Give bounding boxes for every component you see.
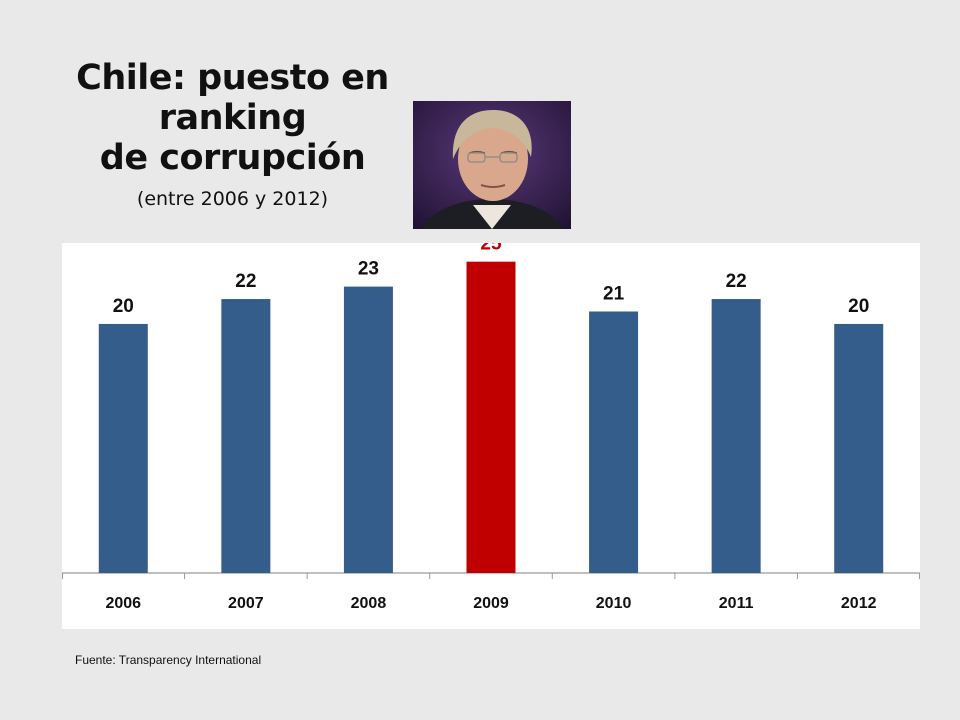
x-tick-label-2008: 2008 [351, 595, 387, 612]
chart-subtitle: (entre 2006 y 2012) [136, 188, 329, 210]
x-tick-label-2012: 2012 [841, 595, 877, 612]
title-line-3: de corrupción [99, 138, 366, 178]
bar-chart: 20 2006 22 2007 23 2008 25 2009 21 2010 22 2011 20 20… [62, 243, 920, 612]
data-label-2007: 22 [235, 271, 256, 292]
data-label-2012: 20 [848, 296, 869, 317]
bar-2006 [98, 323, 148, 573]
data-label-2006: 20 [113, 296, 134, 317]
data-label-2010: 21 [603, 283, 625, 304]
x-tick-label-2006: 2006 [105, 595, 141, 612]
bar-2011 [711, 299, 761, 573]
x-tick-label-2007: 2007 [228, 595, 264, 612]
chart-title: Chile: puesto en ranking de corrupción (… [60, 58, 405, 214]
x-tick-label-2009: 2009 [473, 595, 509, 612]
bar-2008 [343, 286, 393, 573]
x-tick-label-2010: 2010 [596, 595, 632, 612]
bar-2012 [834, 323, 884, 573]
title-line-1: Chile: puesto en [76, 58, 389, 98]
plot-area: 20 2006 22 2007 23 2008 25 2009 21 2010 22 2011 20 20… [62, 243, 920, 629]
bar-2010 [589, 311, 639, 573]
title-line-2: ranking [158, 98, 307, 138]
bar-2007 [221, 299, 271, 573]
portrait-photo [413, 101, 571, 229]
data-label-2008: 23 [358, 259, 379, 280]
data-label-2011: 22 [726, 271, 747, 292]
source-note: Fuente: Transparency International [75, 653, 262, 667]
data-label-2009: 25 [480, 243, 502, 255]
x-tick-label-2011: 2011 [719, 595, 754, 612]
bar-2009 [466, 261, 516, 573]
